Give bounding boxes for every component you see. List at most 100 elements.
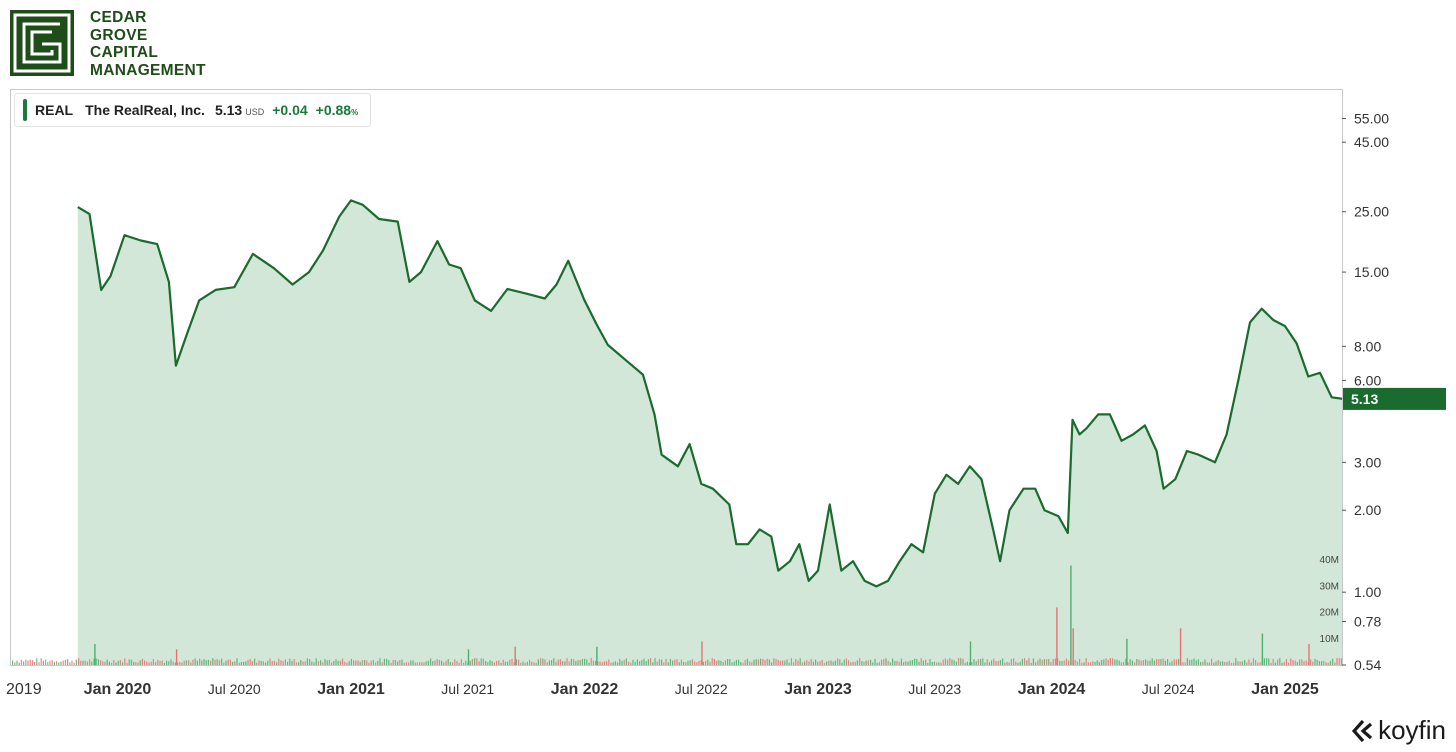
volume-bar: [97, 659, 99, 665]
volume-bar: [1090, 662, 1092, 665]
volume-bar: [614, 661, 616, 665]
volume-bar: [1281, 662, 1283, 665]
volume-bar: [394, 659, 396, 665]
volume-bar: [432, 661, 434, 665]
volume-bar: [665, 659, 667, 665]
volume-bar: [1294, 660, 1296, 665]
volume-bar: [1184, 662, 1186, 665]
volume-bar: [630, 662, 632, 665]
volume-bar: [454, 659, 456, 665]
volume-bar: [674, 659, 676, 665]
volume-bar: [669, 658, 671, 665]
volume-bar: [667, 662, 669, 665]
volume-bar: [377, 660, 379, 665]
volume-bar: [634, 661, 636, 665]
x-axis-tick-label: Jan 2022: [551, 681, 619, 698]
volume-bar: [551, 660, 553, 665]
volume-bar: [786, 659, 788, 665]
volume-bar: [982, 658, 984, 665]
volume-bar: [1189, 659, 1191, 665]
volume-bar: [914, 658, 916, 665]
volume-bar: [597, 661, 599, 665]
volume-bar: [86, 661, 88, 665]
volume-bar: [1244, 659, 1246, 665]
volume-bar: [1043, 659, 1045, 665]
volume-bar: [1079, 658, 1081, 665]
volume-bar: [214, 659, 216, 665]
volume-bar: [839, 659, 841, 665]
volume-bar: [313, 662, 315, 665]
volume-bar: [738, 659, 740, 665]
volume-bar: [1200, 662, 1202, 665]
volume-bar: [1235, 658, 1237, 665]
volume-bar: [478, 661, 480, 665]
volume-bar: [623, 659, 625, 665]
volume-bar: [227, 659, 229, 665]
volume-bar: [315, 658, 317, 665]
volume-bar: [522, 661, 524, 665]
volume-bar: [832, 661, 834, 665]
series-color-swatch: [23, 99, 27, 121]
volume-bar: [223, 662, 225, 665]
volume-bar: [95, 658, 97, 665]
volume-bar: [18, 662, 20, 665]
volume-bar: [645, 661, 647, 665]
last-price-marker: [1343, 387, 1446, 410]
volume-bar: [1173, 659, 1175, 665]
volume-bar: [141, 658, 143, 665]
volume-bar: [911, 660, 913, 665]
volume-bar: [969, 662, 971, 665]
volume-bar: [1118, 660, 1120, 665]
volume-bar: [271, 660, 273, 665]
volume-bar: [1101, 660, 1103, 665]
volume-bar: [753, 659, 755, 665]
volume-bar: [1292, 660, 1294, 665]
volume-bar: [119, 660, 121, 665]
volume-bar: [1120, 662, 1122, 665]
volume-bar: [819, 661, 821, 665]
volume-bar: [1279, 658, 1281, 665]
volume-bar: [995, 661, 997, 665]
volume-bar: [485, 661, 487, 665]
volume-bar: [876, 662, 878, 665]
x-axis-tick-label: Jan 2023: [784, 681, 852, 698]
volume-bar: [727, 659, 729, 665]
x-axis-tick-label: Jan 2025: [1251, 681, 1319, 698]
volume-bar: [513, 662, 515, 665]
volume-bar: [172, 661, 174, 665]
volume-bar: [256, 662, 258, 665]
volume-bar: [964, 662, 966, 665]
koyfin-logo-icon: [1352, 719, 1373, 742]
volume-bar: [942, 659, 944, 665]
volume-bar: [1272, 658, 1274, 665]
volume-bar: [689, 660, 691, 665]
volume-bar: [518, 659, 520, 665]
volume-bar: [845, 658, 847, 665]
volume-bar: [1175, 659, 1177, 665]
volume-bar: [548, 660, 550, 665]
volume-bar: [986, 659, 988, 665]
volume-bar: [260, 660, 262, 665]
volume-bar: [67, 659, 69, 665]
volume-bar: [500, 662, 502, 665]
volume-bar: [584, 658, 586, 665]
volume-bar: [843, 659, 845, 665]
volume-bar: [289, 658, 291, 665]
volume-bar: [709, 661, 711, 665]
volume-bar: [740, 662, 742, 665]
volume-bar: [951, 659, 953, 665]
volume-bar: [1241, 661, 1243, 665]
chart-legend[interactable]: REAL The RealReal, Inc. 5.13 USD +0.04 +…: [14, 93, 372, 127]
volume-bar: [1314, 658, 1316, 665]
volume-bar: [1105, 658, 1107, 665]
volume-bar: [1039, 658, 1041, 665]
volume-bar: [1138, 659, 1140, 665]
volume-bar: [469, 660, 471, 665]
volume-bar: [784, 660, 786, 665]
volume-bar: [375, 662, 377, 665]
volume-bar: [885, 658, 887, 665]
volume-bar: [1054, 658, 1056, 665]
volume-bar: [408, 662, 410, 665]
chart-plot-frame: [10, 89, 1343, 666]
volume-bar: [190, 662, 192, 665]
